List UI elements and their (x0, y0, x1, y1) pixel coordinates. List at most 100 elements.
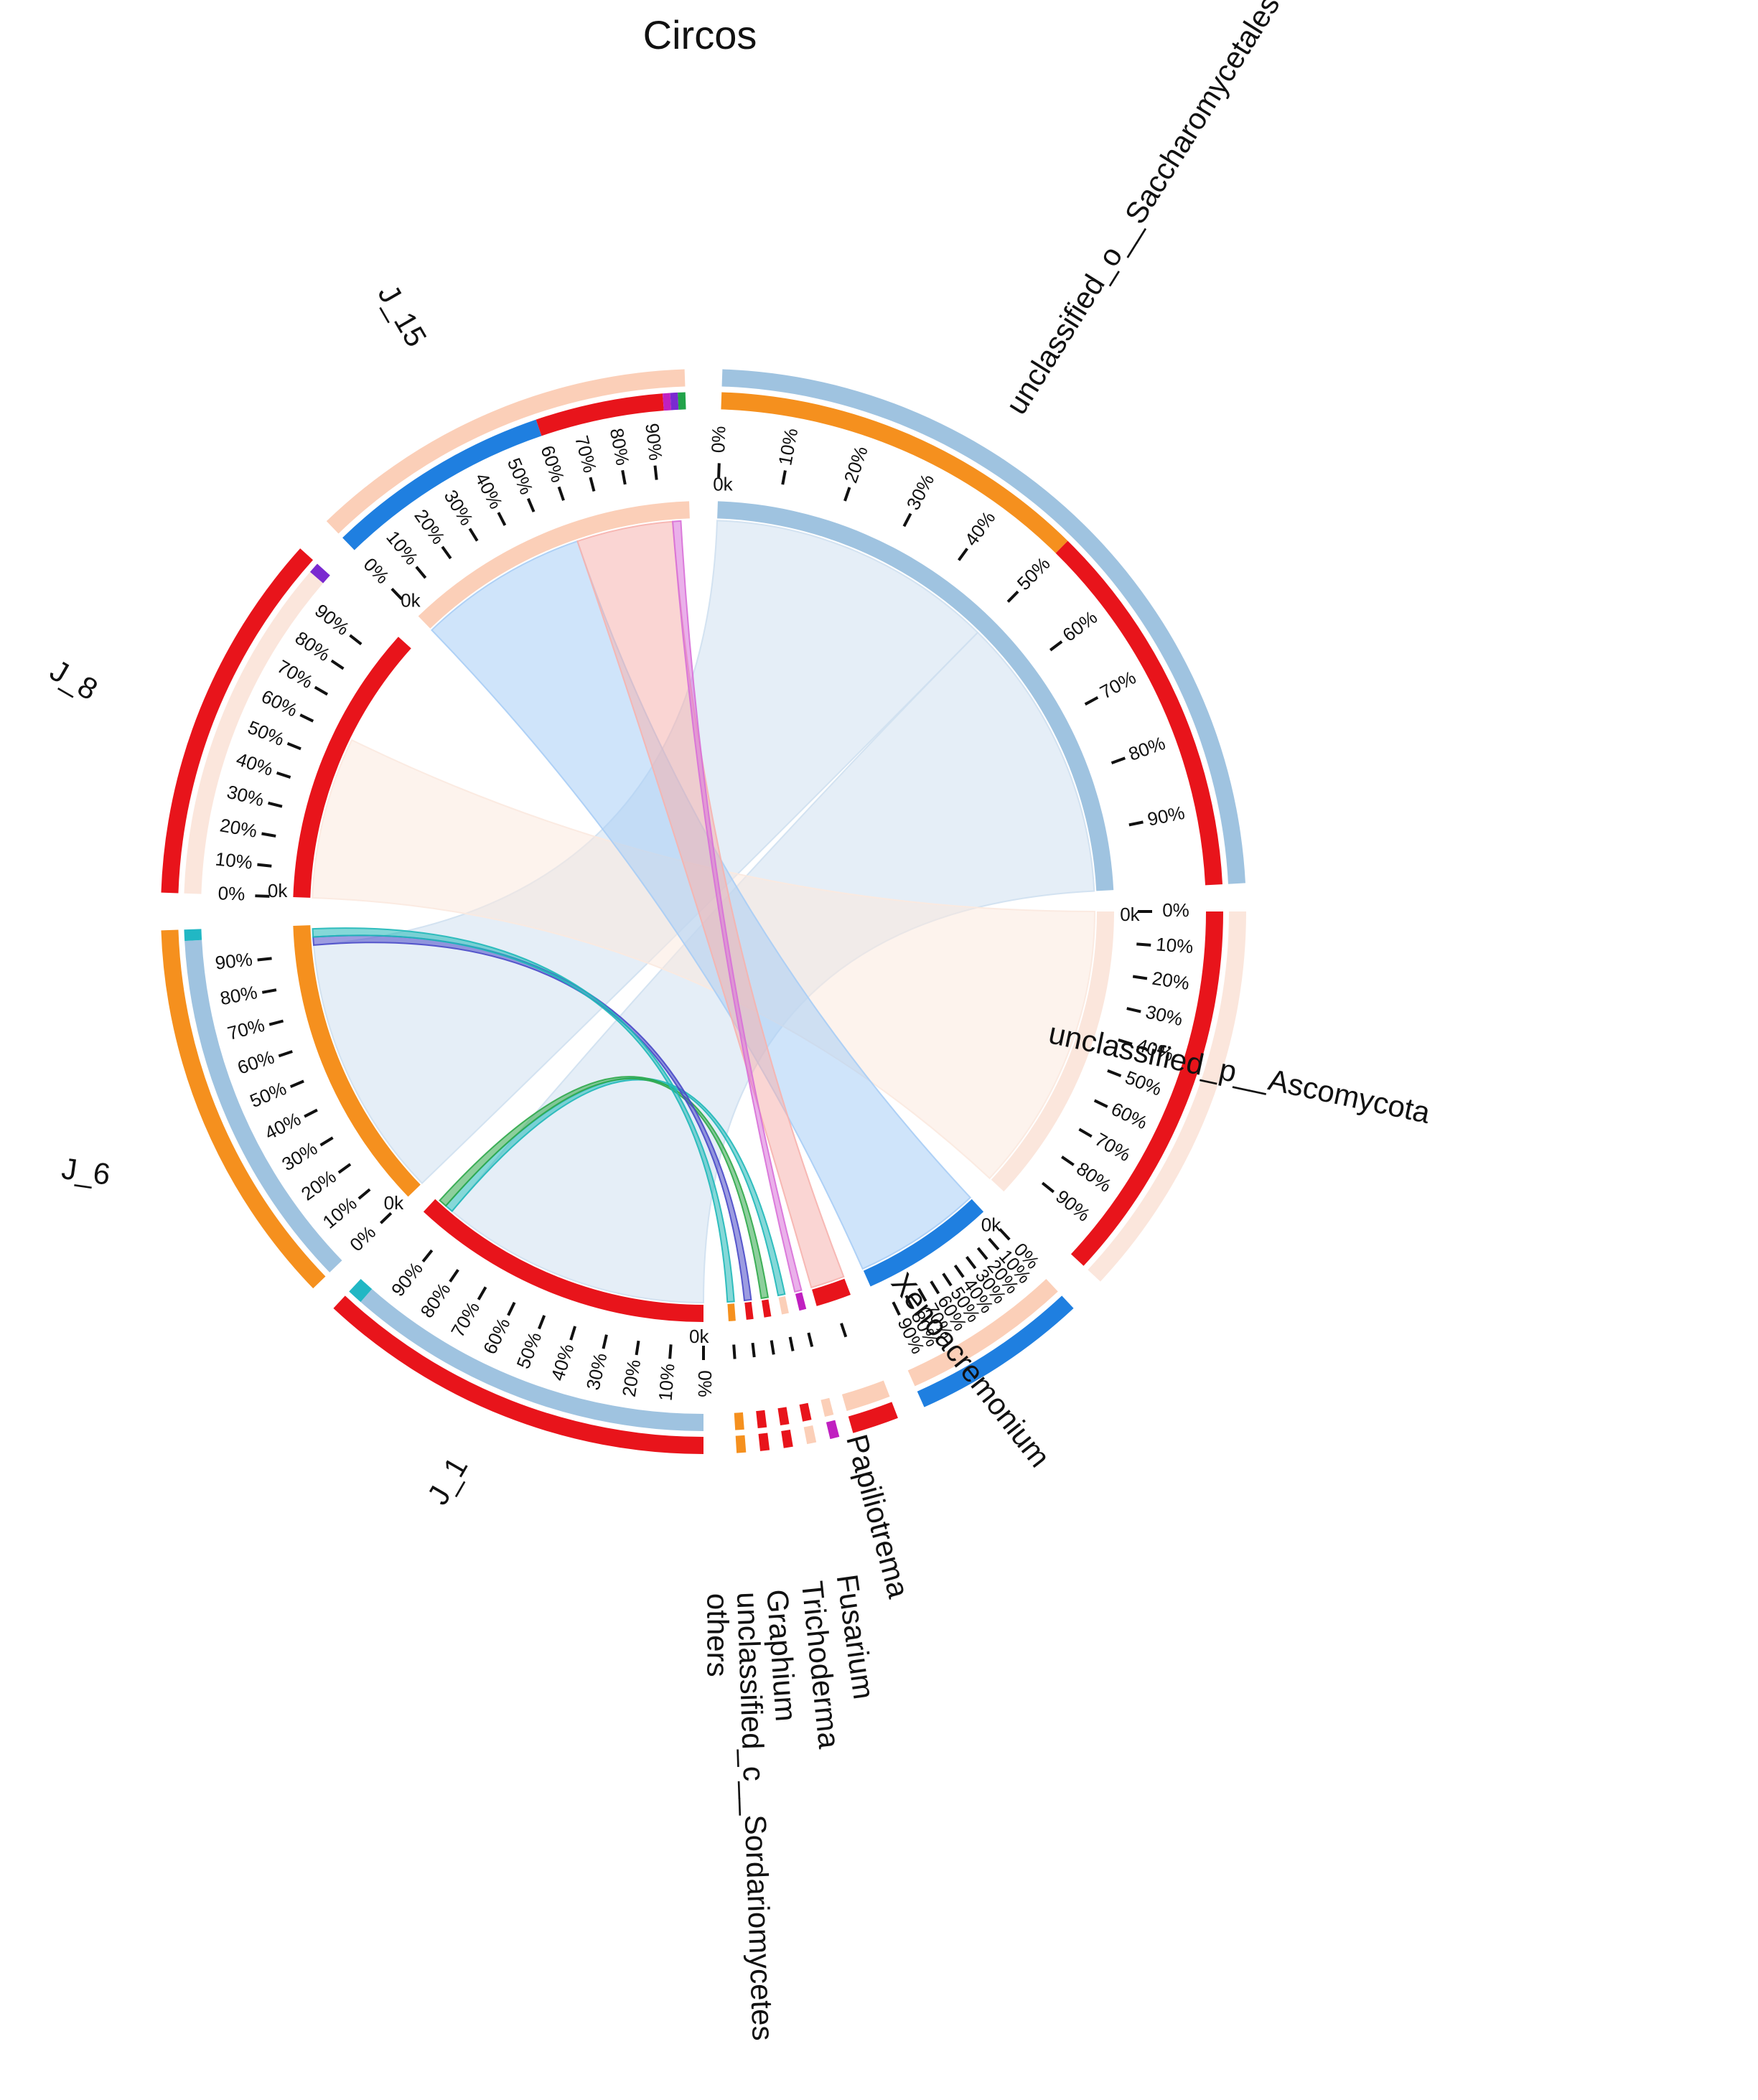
tick-mark (781, 470, 787, 485)
composition-arc (184, 929, 202, 942)
tick-label: 90% (1146, 802, 1187, 830)
tick-label: 0% (1162, 899, 1189, 921)
segment-inner-arc (293, 637, 411, 898)
tick-label: 60% (1058, 606, 1101, 646)
tick-mark (1049, 640, 1063, 652)
tick-mark (902, 512, 912, 528)
segment-inner-arc (418, 501, 690, 629)
segment-inner-arc (293, 925, 421, 1197)
segment-inner-arc (812, 1278, 851, 1306)
tick-label: 20% (297, 1166, 340, 1205)
tick-mark (330, 659, 345, 670)
tick-mark (257, 957, 272, 962)
chord-link-others-to-j-6 (312, 927, 735, 1303)
tick-mark (289, 1079, 304, 1089)
tick-mark (635, 1340, 640, 1356)
tick-label: 20% (410, 505, 449, 548)
tick-label: 20% (218, 814, 258, 842)
tick-label: 80% (1072, 1158, 1116, 1196)
composition-arc (820, 1397, 834, 1417)
chord-link-unclassified-c-sordariomycetes-to-j-6 (312, 934, 752, 1302)
tick-mark (304, 1108, 318, 1118)
tick-mark (1041, 1181, 1055, 1194)
tick-mark (449, 1269, 459, 1283)
segment-label: J_15 (372, 278, 434, 352)
tick-mark (621, 469, 627, 485)
tick-mark (1118, 1038, 1133, 1046)
tick-mark (930, 1280, 940, 1295)
tick-mark (276, 771, 291, 779)
tick-label: 10% (774, 426, 802, 467)
tick-mark (653, 465, 658, 480)
segment-inner-arc (991, 911, 1114, 1192)
tick-mark (314, 685, 329, 696)
tick-mark (1107, 1069, 1122, 1077)
tick-mark (257, 863, 272, 868)
tick-mark (261, 832, 276, 838)
tick-label: 70% (446, 1298, 484, 1341)
chord-link-papiliotrema-to-j-15 (576, 520, 845, 1289)
tick-mark (268, 801, 283, 808)
tick-label: 40% (546, 1341, 578, 1384)
tick-mark (415, 566, 427, 579)
tick-label: 40% (471, 469, 507, 512)
segment-outer-arc (758, 1433, 770, 1451)
tick-mark (526, 497, 536, 512)
tick-label: 90% (214, 948, 253, 973)
segment-outer-arc (826, 1420, 840, 1440)
composition-arc (777, 1407, 790, 1426)
zero-label: 0k (689, 1326, 709, 1347)
tick-mark (557, 486, 565, 501)
tick-mark (751, 1342, 756, 1358)
tick-mark (770, 1340, 775, 1355)
segment-outer-arc (735, 1435, 747, 1453)
tick-mark (904, 1295, 915, 1309)
segment-others: others (701, 1303, 747, 1677)
composition-arc (1070, 911, 1223, 1266)
tick-mark (942, 1272, 953, 1287)
tick-label: 70% (1096, 667, 1139, 703)
tick-mark (1061, 1156, 1075, 1166)
tick-label: 90% (311, 599, 353, 639)
tick-mark (278, 1050, 293, 1058)
segment-outer-arc (1088, 911, 1246, 1282)
tick-label: 70% (273, 655, 317, 693)
segment-label: unclassified_p__Ascomycota (1046, 1016, 1434, 1130)
segment-inner-arc (863, 1199, 984, 1287)
tick-label: 60% (258, 685, 301, 721)
tick-mark (602, 1334, 608, 1349)
segment-inner-arc (778, 1296, 789, 1315)
segment-label: others (701, 1593, 734, 1677)
tick-mark (953, 1264, 965, 1278)
zero-label: 0k (268, 880, 288, 901)
tick-mark (569, 1326, 577, 1341)
composition-arc (662, 393, 672, 411)
tick-mark (268, 1019, 284, 1026)
tick-mark (917, 1288, 927, 1302)
zero-label: 0k (401, 589, 421, 611)
chord-links (312, 520, 1096, 1304)
tick-mark (286, 742, 301, 751)
composition-arc (841, 1380, 890, 1411)
tick-mark (319, 1136, 334, 1147)
tick-mark (391, 588, 403, 601)
tick-label: 50% (247, 1077, 290, 1112)
composition-arc (670, 392, 679, 411)
tick-label: 20% (840, 444, 872, 486)
tick-mark (380, 1211, 393, 1224)
composition-arc (721, 392, 1068, 553)
tick-mark (843, 487, 851, 502)
tick-label: 90% (1052, 1186, 1094, 1226)
tick-label: 80% (416, 1279, 454, 1322)
tick-label: 80% (1126, 732, 1168, 765)
tick-label: 60% (1108, 1098, 1151, 1134)
composition-arc (309, 563, 330, 583)
tick-label: 90% (387, 1258, 427, 1300)
tick-mark (1006, 590, 1019, 603)
tick-mark (788, 1336, 795, 1351)
tick-label: 40% (233, 748, 276, 780)
tick-label: 0% (707, 426, 729, 454)
segment-outer-arc (161, 548, 314, 894)
tick-mark (999, 1228, 1011, 1241)
